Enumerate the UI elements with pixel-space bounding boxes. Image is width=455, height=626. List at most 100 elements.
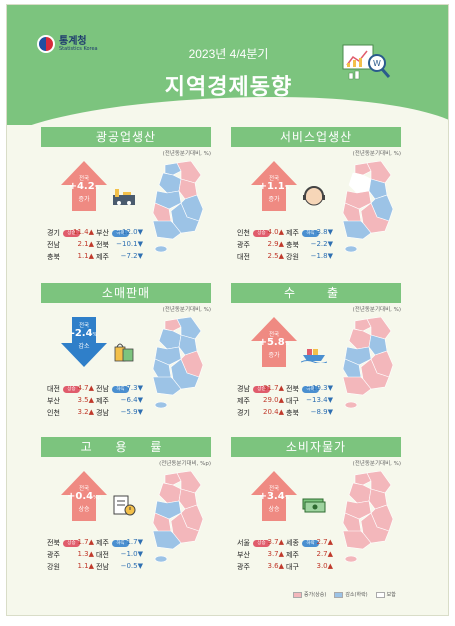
increase-value: 4.0▲ [267,228,284,236]
decrease-region: 대전 [96,551,109,559]
decrease-region: 제주 [96,539,109,547]
increase-value: 3.7▲ [267,538,284,546]
legend-label-increase: 증가(상승) [304,592,327,598]
increase-value: 1.7▲ [77,538,94,546]
increase-value: 2.9▲ [267,240,284,248]
table-row: 경남 31.7▲ 전북 −19.3▼ [237,383,335,395]
table-row: 광주 2.9▲ 충북 −2.2▼ [237,239,335,251]
decrease-value: 2.7▲ [316,538,333,546]
national-label: 전국 [268,332,280,338]
table-row: 광주 1.3▲ 대전 −1.0▼ [47,549,145,561]
unit-label: (전년동분기대비, %) [352,461,401,467]
panel-title: 수 출 [231,283,401,303]
decrease-region: 대구 [286,397,299,405]
up-arrow-icon: 전국 +1.1% 증가 [251,161,297,211]
status-badge-up: 상승 [253,386,270,393]
unit-label: (전년동분기대비, %) [352,307,401,313]
increase-region: 대전 [237,253,250,261]
shopping-bags-icon [114,343,134,362]
increase-value: 29.0▲ [263,396,284,404]
table-row: 대전 2.5▲ 강원 −1.8▼ [237,251,335,263]
status-badge-up: 상승 [63,386,80,393]
decrease-region: 전남 [96,563,109,571]
table-row: 경기 20.4▲ 충북 −8.9▼ [237,407,335,419]
national-label: 전국 [268,486,280,492]
status-badge-down: 하락 [112,386,129,393]
headset-agent-icon [303,186,325,206]
national-direction: 증가 [78,196,90,203]
up-arrow-icon: 전국 +0.4%p 상승 [61,471,107,521]
increase-value: 3.7▲ [267,550,284,558]
decrease-value: −0.5▼ [120,562,143,570]
increase-region: 전남 [47,241,60,249]
increase-region: 광주 [237,241,250,249]
decrease-value: −5.9▼ [120,408,143,416]
decrease-value: −1.7▼ [120,538,143,546]
statistics-korea-logo: 통계청 Statistics Korea [37,35,98,53]
national-direction: 상승 [268,506,280,513]
table-row: 전남 2.1▲ 전북 −10.1▼ [47,239,145,251]
indicator-panel: 광공업생산 (전년동분기대비, %) 전국 +4.2% 증가 상승 하락 경기 … [41,127,211,277]
logo-text: 통계청 [59,35,87,47]
korea-region-map [152,161,204,253]
region-table: 상승 하락 대전 4.7▲ 전남 −7.3▼ 부산 3.5▲ 제주 −6.4▼ [47,375,145,419]
legend-swatch-increase [293,591,302,598]
increase-region: 부산 [237,551,250,559]
table-row: 광주 3.6▲ 대구 3.0▲ [237,561,335,573]
status-badge-up: 상승 [253,230,270,237]
unit-label: (전년동분기대비, %p) [159,461,211,467]
increase-region: 충북 [47,253,60,261]
decrease-region: 제주 [96,397,109,405]
national-unit: % [284,185,290,191]
increase-region: 제주 [237,397,250,405]
decrease-region: 전북 [286,385,299,393]
decrease-value: −10.1▼ [116,240,143,248]
increase-region: 경기 [237,409,250,417]
increase-region: 전북 [47,539,60,547]
decrease-value: −7.3▼ [120,384,143,392]
decrease-region: 부산 [96,229,109,237]
increase-region: 강원 [47,563,60,571]
status-badge-down: 하락 [112,540,129,547]
status-badge-down: 하락 [302,230,319,237]
region-table: 상승 하락 경남 31.7▲ 전북 −19.3▼ 제주 29.0▲ 대구 −13… [237,375,335,419]
increase-value: 11.4▲ [73,228,94,236]
increase-value: 4.7▲ [77,384,94,392]
decrease-value: −8.9▼ [310,408,333,416]
region-table: 상승 하락 경기 11.4▲ 부산 −12.0▼ 전남 2.1▲ 전북 −10.… [47,219,145,263]
up-arrow-icon: 전국 +4.2% 증가 [61,161,107,211]
increase-value: 3.6▲ [267,562,284,570]
unit-label: (전년동분기대비, %) [162,307,211,313]
legend-swatch-decrease [334,591,344,598]
table-row: 제주 29.0▲ 대구 −13.4▼ [237,395,335,407]
legend-label-flat: 보합 [386,592,396,598]
header-banner: 통계청 Statistics Korea 2023년 4/4분기 지역경제동향 … [7,5,448,157]
status-badge-down: 하락 [112,230,129,237]
national-unit: % [284,341,290,347]
korea-region-map [152,317,204,409]
decrease-value: −6.4▼ [120,396,143,404]
status-badge-up: 상승 [63,540,80,547]
increase-region: 경기 [47,229,60,237]
decrease-value: −2.2▼ [310,240,333,248]
increase-value: 20.4▲ [263,408,284,416]
decrease-value: 3.0▲ [316,562,333,570]
chart-magnifier-icon: W [342,44,391,80]
status-badge-down: 하락 [302,540,319,547]
unit-label: (전년동분기대비, %) [162,151,211,157]
increase-value: 3.2▲ [77,408,94,416]
table-row: 인천 4.0▲ 제주 −3.8▼ [237,227,335,239]
national-unit: % [284,495,290,501]
increase-value: 3.5▲ [77,396,94,404]
indicator-panel: 소비자물가 (전년동분기대비, %) 전국 +3.4% 상승 상승 하락 서울 … [231,437,401,587]
increase-value: 1.1▲ [77,562,94,570]
page-title: 지역경제동향 [164,75,293,100]
indicator-panel: 서비스업생산 (전년동분기대비, %) 전국 +1.1% 증가 상승 하락 인천… [231,127,401,277]
decrease-region: 전북 [96,241,109,249]
table-row: 충북 1.1▲ 제주 −7.2▼ [47,251,145,263]
panel-title: 고 용 률 [41,437,211,457]
table-row: 강원 1.1▲ 전남 −0.5▼ [47,561,145,573]
svg-text:W: W [373,59,381,68]
korea-region-map [342,161,394,253]
national-label: 전국 [78,486,90,492]
